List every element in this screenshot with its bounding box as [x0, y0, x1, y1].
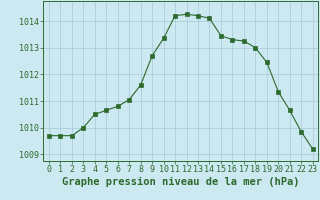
X-axis label: Graphe pression niveau de la mer (hPa): Graphe pression niveau de la mer (hPa) [62, 177, 300, 187]
